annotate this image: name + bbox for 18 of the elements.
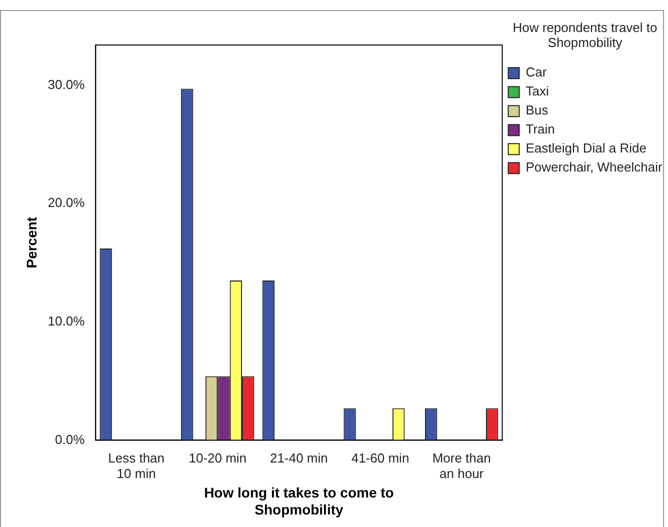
legend-label: Bus <box>526 102 549 118</box>
y-tick-label: 30.0% <box>48 76 86 92</box>
y-tick-label: 0.0% <box>55 432 86 447</box>
y-tick-label: 10.0% <box>48 313 86 328</box>
legend-label: Powerchair, Wheelchair <box>526 160 663 175</box>
x-tick-label: More than an hour <box>432 450 491 482</box>
legend-title: How repondents travel to Shopmobility <box>512 20 658 50</box>
x-tick-label: Less than 10 min <box>108 450 165 482</box>
legend-label: Train <box>526 122 555 137</box>
legend-label: Car <box>526 64 548 80</box>
y-tick-label: 20.0% <box>48 195 86 210</box>
x-axis-title: How long it takes to come to Shopmobility <box>204 484 394 518</box>
x-tick-label: 10-20 min <box>188 450 247 466</box>
y-axis-title: Percent <box>23 216 40 268</box>
x-tick-label: 21-40 min <box>270 450 328 466</box>
legend-label: Eastleigh Dial a Ride <box>526 140 646 156</box>
legend-label: Taxi <box>526 84 549 99</box>
x-tick-label: 41-60 min <box>351 450 410 466</box>
